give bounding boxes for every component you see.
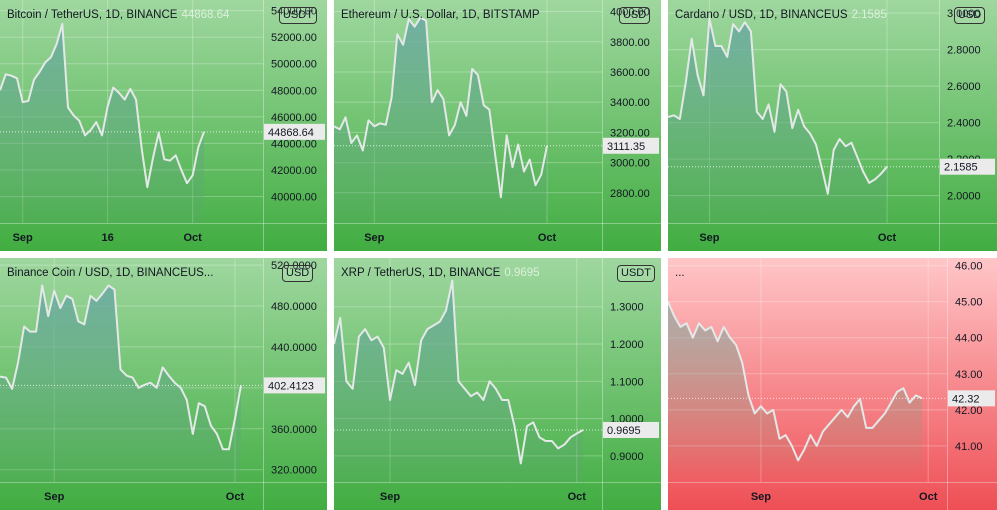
y-tick-label: 40000.00 bbox=[271, 191, 317, 203]
y-tick-label: 50000.00 bbox=[271, 59, 317, 71]
y-tick-label: 43.00 bbox=[955, 369, 983, 381]
currency-button[interactable]: USD bbox=[282, 265, 314, 282]
series-line bbox=[0, 22, 205, 189]
y-tick-label: 3.0000 bbox=[947, 8, 981, 20]
series-line bbox=[668, 17, 888, 195]
price-label: 42.32 bbox=[952, 393, 980, 405]
bitcoin-chart-panel: 40000.00 42000.00 44000.00 46000.00 48000.00… bbox=[0, 0, 327, 251]
y-tick-label: 2800.00 bbox=[610, 188, 650, 200]
y-tick-label: 46000.00 bbox=[271, 112, 317, 124]
y-tick-label: 2.8000 bbox=[947, 45, 981, 57]
series-line bbox=[334, 16, 548, 199]
x-tick-label: Sep bbox=[380, 491, 400, 503]
binance-coin-chart-panel: 320.0000360.0000400.0000440.0000480.0000… bbox=[0, 258, 327, 510]
y-tick-label: 2.6000 bbox=[947, 81, 981, 93]
y-tick-label: 480.0000 bbox=[271, 301, 317, 313]
red-chart-svg: 41.00 42.00 43.00 44.00 45.00 46.00 42.32 Sep Oc… bbox=[668, 258, 997, 510]
last-value-text: 44868.64 bbox=[181, 9, 230, 21]
price-label-box bbox=[948, 390, 995, 407]
price-label: 402.4123 bbox=[268, 380, 314, 392]
y-tick-label: 42.00 bbox=[955, 405, 983, 417]
chart-title: Bitcoin / TetherUS, 1D, BINANCE 44868.64 bbox=[7, 9, 230, 21]
x-tick-label: Oct bbox=[226, 491, 245, 503]
price-label-box bbox=[603, 137, 659, 154]
y-tick-label: 0.9000 bbox=[610, 451, 644, 463]
y-tick-label: 360.0000 bbox=[271, 424, 317, 436]
series-area bbox=[668, 301, 922, 482]
chart-title: Cardano / USD, 1D, BINANCEUS 2.1585 bbox=[675, 9, 887, 21]
price-label-box bbox=[264, 377, 325, 394]
series-area bbox=[334, 17, 547, 223]
currency-button[interactable]: USD bbox=[954, 7, 986, 24]
cardano-chart-svg: 2.00002.20002.40002.60002.80003.00002.15… bbox=[668, 0, 997, 251]
series-area bbox=[0, 23, 204, 224]
y-tick-label: 1.1000 bbox=[610, 376, 644, 388]
currency-button[interactable]: USD bbox=[619, 7, 651, 24]
price-label: 3111.35 bbox=[607, 141, 645, 153]
y-tick-label: 44.00 bbox=[955, 333, 983, 345]
x-tick-label: Oct bbox=[538, 232, 557, 244]
y-tick-label: 52000.00 bbox=[271, 32, 317, 44]
y-tick-label: 46.00 bbox=[955, 261, 983, 273]
price-label: 0.9695 bbox=[607, 425, 641, 437]
y-tick-label: 3200.00 bbox=[610, 127, 650, 139]
series-line bbox=[334, 279, 584, 465]
y-tick-label: 440.0000 bbox=[271, 342, 317, 354]
y-tick-label: 3800.00 bbox=[610, 37, 650, 49]
price-label-box bbox=[603, 421, 659, 438]
x-tick-label: Oct bbox=[568, 491, 587, 503]
y-tick-label: 3000.00 bbox=[610, 158, 650, 170]
price-label: 44868.64 bbox=[268, 127, 314, 139]
x-tick-label: Sep bbox=[13, 232, 33, 244]
price-label: 2.1585 bbox=[944, 162, 978, 174]
y-tick-label: 2.0000 bbox=[947, 191, 981, 203]
x-tick-label: Sep bbox=[44, 491, 64, 503]
y-tick-label: 320.0000 bbox=[271, 465, 317, 477]
last-value-text: 0.9695 bbox=[504, 267, 540, 279]
cardano-chart-panel: 2.00002.20002.40002.60002.80003.00002.15… bbox=[668, 0, 997, 251]
y-tick-label: 44000.00 bbox=[271, 138, 317, 150]
y-tick-label: 41.00 bbox=[955, 441, 983, 453]
bitcoin-chart-svg: 40000.00 42000.00 44000.00 46000.00 48000.00… bbox=[0, 0, 327, 251]
price-label-box bbox=[940, 158, 995, 175]
x-tick-label: Oct bbox=[878, 232, 897, 244]
chart-title: Binance Coin / USD, 1D, BINANCEUS... bbox=[7, 267, 214, 279]
y-tick-label: 48000.00 bbox=[271, 85, 317, 97]
red-chart-panel: 41.00 42.00 43.00 44.00 45.00 46.00 42.32 Sep Oc… bbox=[668, 258, 997, 510]
y-tick-label: 1.3000 bbox=[610, 302, 644, 314]
x-tick-label: Sep bbox=[699, 232, 719, 244]
binance-coin-chart-svg: 320.0000360.0000400.0000440.0000480.0000… bbox=[0, 258, 327, 510]
chart-title: ... bbox=[675, 267, 685, 279]
ethereum-chart-svg: 2800.00 3000.00 3200.00 3400.00 3600.00 3800.… bbox=[334, 0, 661, 251]
y-tick-label: 1.2000 bbox=[610, 339, 644, 351]
chart-title: Ethereum / U.S. Dollar, 1D, BITSTAMP bbox=[341, 9, 540, 21]
x-tick-label: Sep bbox=[751, 491, 771, 503]
ethereum-chart-panel: 2800.00 3000.00 3200.00 3400.00 3600.00 3800.… bbox=[334, 0, 661, 251]
price-label-box bbox=[264, 123, 325, 140]
currency-button[interactable]: USDT bbox=[279, 7, 317, 24]
y-tick-label: 2.4000 bbox=[947, 118, 981, 130]
x-tick-label: Oct bbox=[919, 491, 938, 503]
chart-title: XRP / TetherUS, 1D, BINANCE 0.9695 bbox=[341, 267, 540, 279]
last-value-text: 2.1585 bbox=[851, 9, 887, 21]
series-area bbox=[668, 18, 887, 223]
y-tick-label: 4000.00 bbox=[610, 7, 650, 19]
series-line bbox=[0, 284, 242, 451]
x-tick-label: 16 bbox=[102, 232, 114, 244]
y-tick-label: 45.00 bbox=[955, 297, 983, 309]
y-tick-label: 3400.00 bbox=[610, 97, 650, 109]
y-tick-label: 42000.00 bbox=[271, 165, 317, 177]
y-tick-label: 3600.00 bbox=[610, 67, 650, 79]
series-area bbox=[0, 285, 241, 482]
currency-button[interactable]: USDT bbox=[617, 265, 655, 282]
xrp-chart-panel: 0.9000 1.0000 1.1000 1.2000 1.3000 0.9695 Sep O… bbox=[334, 258, 661, 510]
x-tick-label: Sep bbox=[364, 232, 384, 244]
x-tick-label: Oct bbox=[183, 232, 202, 244]
series-line bbox=[668, 301, 923, 462]
